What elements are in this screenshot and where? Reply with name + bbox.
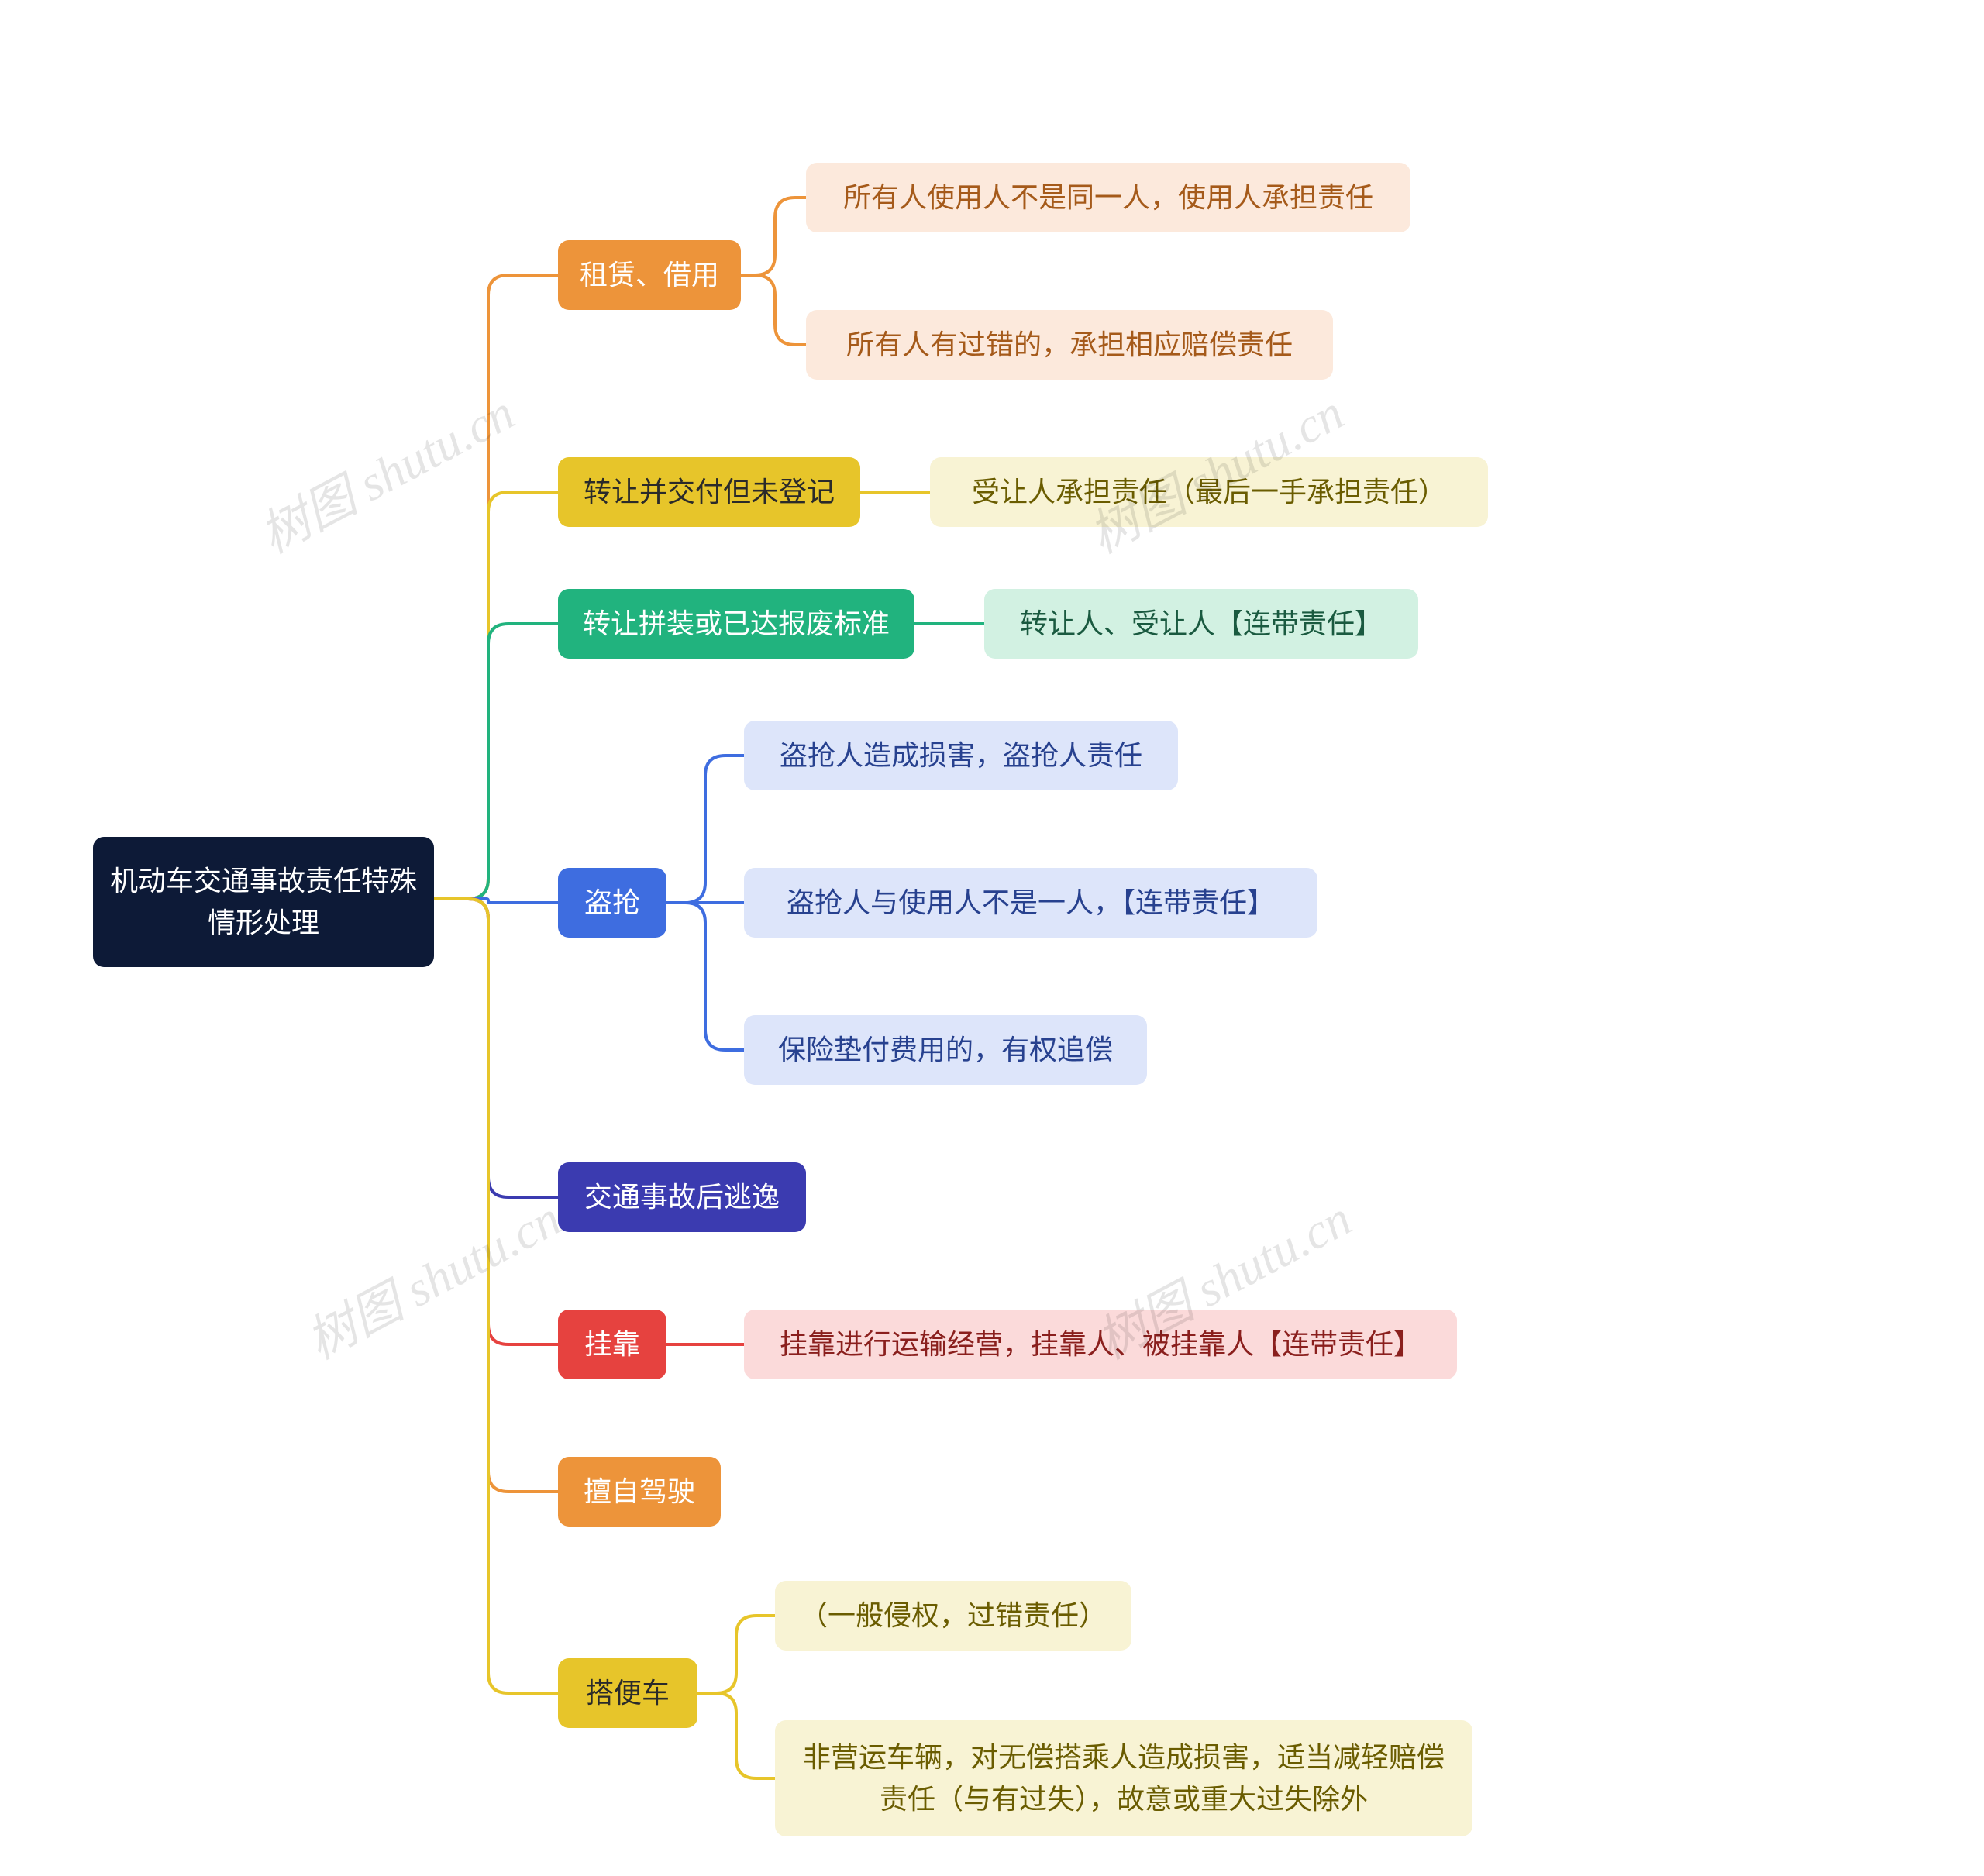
leaf-node-b4c1: 盗抢人造成损害，盗抢人责任	[744, 721, 1178, 790]
leaf-node-b8c2: 非营运车辆，对无偿搭乘人造成损害，适当减轻赔偿责任（与有过失），故意或重大过失除…	[775, 1720, 1472, 1836]
leaf-node-b1c2: 所有人有过错的，承担相应赔偿责任	[806, 310, 1333, 380]
branch-node-b7: 擅自驾驶	[558, 1457, 721, 1527]
watermark: 树图 shutu.cn	[246, 373, 525, 567]
leaf-node-b4c3: 保险垫付费用的，有权追偿	[744, 1015, 1147, 1085]
leaf-node-b3c1: 转让人、受让人【连带责任】	[984, 589, 1418, 659]
leaf-node-b1c1: 所有人使用人不是同一人，使用人承担责任	[806, 163, 1410, 232]
leaf-node-b4c2: 盗抢人与使用人不是一人，【连带责任】	[744, 868, 1318, 938]
leaf-node-b2c1: 受让人承担责任（最后一手承担责任）	[930, 457, 1488, 527]
branch-node-b3: 转让拼装或已达报废标准	[558, 589, 914, 659]
mindmap-canvas: 机动车交通事故责任特殊 情形处理 租赁、借用所有人使用人不是同一人，使用人承担责…	[0, 0, 1984, 1876]
branch-node-b8: 搭便车	[558, 1658, 698, 1728]
branch-node-b4: 盗抢	[558, 868, 666, 938]
branch-node-b5: 交通事故后逃逸	[558, 1162, 806, 1232]
watermark: 树图 shutu.cn	[292, 1179, 571, 1373]
leaf-node-b8c1: （一般侵权，过错责任）	[775, 1581, 1132, 1651]
branch-node-b1: 租赁、借用	[558, 240, 741, 310]
root-node: 机动车交通事故责任特殊 情形处理	[93, 837, 434, 967]
branch-node-b2: 转让并交付但未登记	[558, 457, 860, 527]
branch-node-b6: 挂靠	[558, 1310, 666, 1379]
leaf-node-b6c1: 挂靠进行运输经营，挂靠人、被挂靠人【连带责任】	[744, 1310, 1457, 1379]
